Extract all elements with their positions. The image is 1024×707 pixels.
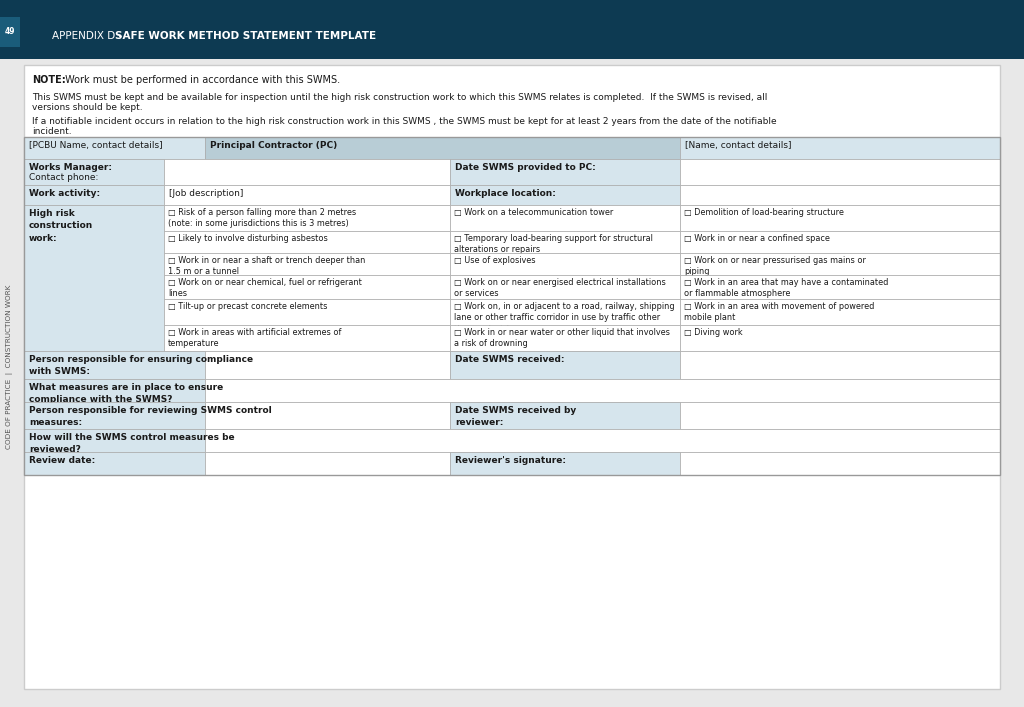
Text: □ Work in or near a shaft or trench deeper than
1.5 m or a tunnel: □ Work in or near a shaft or trench deep… <box>168 256 366 276</box>
Bar <box>0 17 20 47</box>
Bar <box>24 137 205 159</box>
Text: □ Work in an area with movement of powered
mobile plant: □ Work in an area with movement of power… <box>684 302 874 322</box>
Text: Date SWMS received:: Date SWMS received: <box>455 355 564 364</box>
Bar <box>0 0 1024 59</box>
Bar <box>450 452 680 475</box>
Bar <box>680 299 1000 325</box>
Text: If a notifiable incident occurs in relation to the high risk construction work i: If a notifiable incident occurs in relat… <box>32 117 776 126</box>
Text: □ Work on or near chemical, fuel or refrigerant
lines: □ Work on or near chemical, fuel or refr… <box>168 278 361 298</box>
Text: Reviewer's signature:: Reviewer's signature: <box>455 456 566 465</box>
Text: Contact phone:: Contact phone: <box>29 173 98 182</box>
Text: □ Temporary load-bearing support for structural
alterations or repairs: □ Temporary load-bearing support for str… <box>454 234 653 255</box>
Text: □ Likely to involve disturbing asbestos: □ Likely to involve disturbing asbestos <box>168 234 328 243</box>
Bar <box>24 452 205 475</box>
Text: Work must be performed in accordance with this SWMS.: Work must be performed in accordance wit… <box>62 75 340 85</box>
Bar <box>450 159 680 185</box>
Bar <box>24 205 164 351</box>
Text: How will the SWMS control measures be
reviewed?: How will the SWMS control measures be re… <box>29 433 234 454</box>
Text: □ Work in or near a confined space: □ Work in or near a confined space <box>684 234 829 243</box>
Text: □ Diving work: □ Diving work <box>684 328 742 337</box>
Bar <box>164 253 450 275</box>
Text: [Job description]: [Job description] <box>169 189 244 198</box>
Text: Works Manager:: Works Manager: <box>29 163 112 172</box>
Text: CODE OF PRACTICE  |  CONSTRUCTION WORK: CODE OF PRACTICE | CONSTRUCTION WORK <box>6 285 13 449</box>
Text: Person responsible for ensuring compliance
with SWMS:: Person responsible for ensuring complian… <box>29 355 253 376</box>
Text: versions should be kept.: versions should be kept. <box>32 103 142 112</box>
Text: □ Work on a telecommunication tower: □ Work on a telecommunication tower <box>454 208 613 217</box>
Bar <box>680 159 1000 185</box>
Bar <box>24 137 1000 475</box>
Bar <box>164 205 450 231</box>
Text: [Name, contact details]: [Name, contact details] <box>685 141 792 150</box>
Bar <box>450 205 680 231</box>
Bar <box>24 65 1000 689</box>
Bar <box>164 231 450 253</box>
Bar <box>680 231 1000 253</box>
Text: High risk
construction
work:: High risk construction work: <box>29 209 93 243</box>
Bar <box>205 379 1000 402</box>
Bar <box>24 402 205 429</box>
Text: □ Work on or near pressurised gas mains or
piping: □ Work on or near pressurised gas mains … <box>684 256 866 276</box>
Text: □ Work in areas with artificial extremes of
temperature: □ Work in areas with artificial extremes… <box>168 328 341 349</box>
Bar <box>680 402 1000 429</box>
Bar <box>450 185 680 205</box>
Bar <box>24 351 205 379</box>
Bar <box>164 275 450 299</box>
Bar <box>680 325 1000 351</box>
Text: □ Work on, in or adjacent to a road, railway, shipping
lane or other traffic cor: □ Work on, in or adjacent to a road, rai… <box>454 302 675 334</box>
Bar <box>24 429 205 452</box>
Text: Work activity:: Work activity: <box>29 189 100 198</box>
Text: SAFE WORK METHOD STATEMENT TEMPLATE: SAFE WORK METHOD STATEMENT TEMPLATE <box>115 31 376 41</box>
Text: [PCBU Name, contact details]: [PCBU Name, contact details] <box>29 141 163 150</box>
Bar <box>0 59 20 707</box>
Bar <box>205 137 680 159</box>
Bar <box>24 159 164 185</box>
Bar <box>205 429 1000 452</box>
Text: 49: 49 <box>5 28 15 37</box>
Text: APPENDIX D -: APPENDIX D - <box>52 31 126 41</box>
Text: This SWMS must be kept and be available for inspection until the high risk const: This SWMS must be kept and be available … <box>32 93 767 102</box>
Text: □ Risk of a person falling more than 2 metres
(note: in some jurisdictions this : □ Risk of a person falling more than 2 m… <box>168 208 356 228</box>
Text: □ Work in or near water or other liquid that involves
a risk of drowning: □ Work in or near water or other liquid … <box>454 328 670 349</box>
Text: □ Demolition of load-bearing structure: □ Demolition of load-bearing structure <box>684 208 844 217</box>
Text: NOTE:: NOTE: <box>32 75 66 85</box>
Bar <box>450 299 680 325</box>
Bar <box>205 452 450 475</box>
Text: Review date:: Review date: <box>29 456 95 465</box>
Bar <box>24 185 164 205</box>
Text: incident.: incident. <box>32 127 72 136</box>
Bar <box>680 137 1000 159</box>
Bar <box>450 351 680 379</box>
Bar <box>450 402 680 429</box>
Bar <box>450 231 680 253</box>
Bar <box>680 452 1000 475</box>
Bar <box>450 325 680 351</box>
Bar <box>450 275 680 299</box>
Text: □ Work in an area that may have a contaminated
or flammable atmosphere: □ Work in an area that may have a contam… <box>684 278 889 298</box>
Bar <box>205 351 450 379</box>
Bar <box>164 185 450 205</box>
Text: □ Work on or near energised electrical installations
or services: □ Work on or near energised electrical i… <box>454 278 666 298</box>
Text: Principal Contractor (PC): Principal Contractor (PC) <box>210 141 337 150</box>
Bar <box>680 185 1000 205</box>
Bar <box>450 253 680 275</box>
Bar <box>680 275 1000 299</box>
Text: Date SWMS received by
reviewer:: Date SWMS received by reviewer: <box>455 406 577 427</box>
Bar <box>680 351 1000 379</box>
Bar <box>164 325 450 351</box>
Text: What measures are in place to ensure
compliance with the SWMS?: What measures are in place to ensure com… <box>29 383 223 404</box>
Bar <box>680 253 1000 275</box>
Text: □ Tilt-up or precast concrete elements: □ Tilt-up or precast concrete elements <box>168 302 328 311</box>
Bar <box>205 402 450 429</box>
Text: Person responsible for reviewing SWMS control
measures:: Person responsible for reviewing SWMS co… <box>29 406 271 427</box>
Bar <box>24 379 205 402</box>
Bar <box>680 205 1000 231</box>
Bar <box>164 159 450 185</box>
Text: Date SWMS provided to PC:: Date SWMS provided to PC: <box>455 163 596 172</box>
Text: Workplace location:: Workplace location: <box>455 189 556 198</box>
Text: □ Use of explosives: □ Use of explosives <box>454 256 536 265</box>
Bar <box>164 299 450 325</box>
